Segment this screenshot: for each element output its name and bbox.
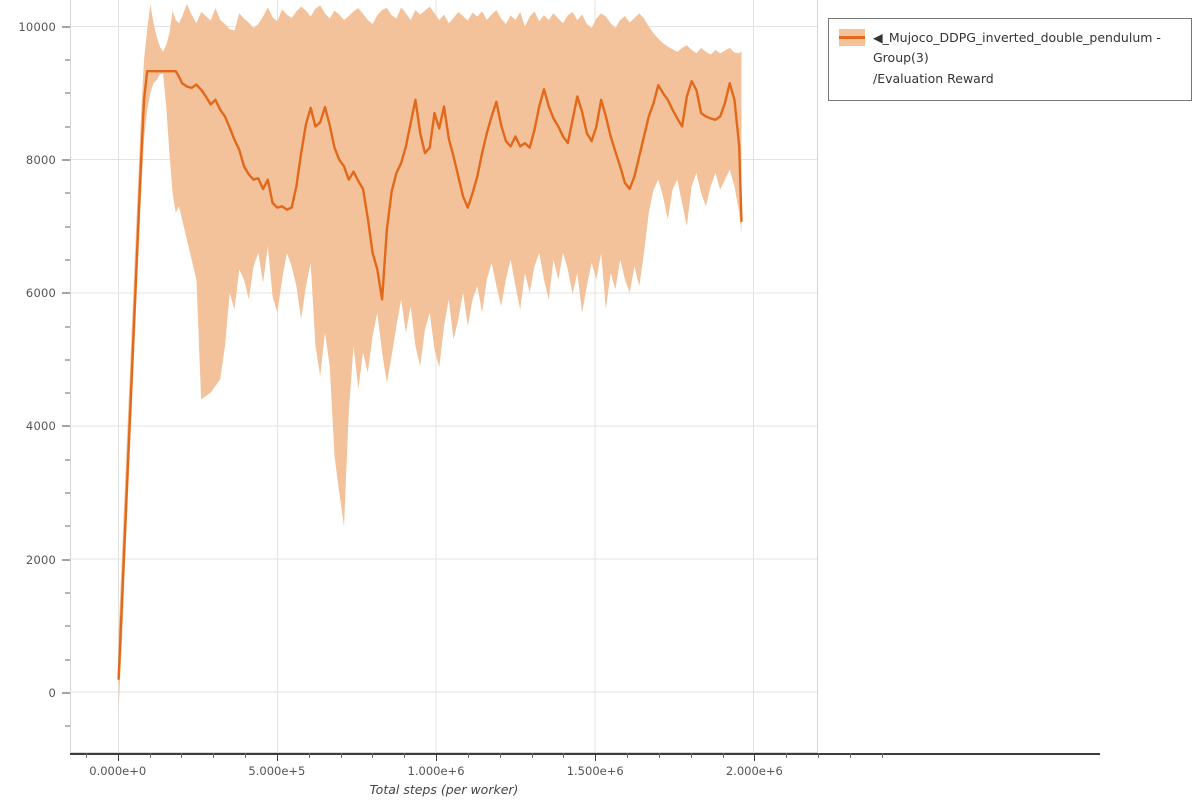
x-tick-mark-minor (467, 753, 469, 758)
x-tick-mark (436, 753, 438, 761)
plot-area (70, 0, 818, 753)
x-axis: 0.000e+0 5.000e+5 1.000e+6 1.500e+6 2.000e+6 (70, 753, 1100, 799)
y-tick-mark-minor (65, 592, 70, 594)
y-tick-mark-minor (65, 625, 70, 627)
y-tick-mark (62, 559, 70, 561)
x-tick-mark-minor (372, 753, 374, 758)
legend-label: ◀_Mujoco_DDPG_inverted_double_pendulum -… (873, 28, 1181, 89)
x-tick-mark (117, 753, 119, 761)
x-tick-mark-minor (499, 753, 501, 758)
x-tick-mark-minor (308, 753, 310, 758)
x-tick-mark-minor (690, 753, 692, 758)
y-tick-label: 4000 (25, 419, 56, 434)
legend-label-line1: ◀_Mujoco_DDPG_inverted_double_pendulum -… (873, 30, 1161, 66)
y-tick-label: 8000 (25, 152, 56, 167)
y-tick-mark (62, 692, 70, 694)
x-tick-mark-minor (627, 753, 629, 758)
y-tick-mark-minor (65, 725, 70, 727)
x-tick-label: 1.000e+6 (407, 764, 465, 778)
x-tick-mark-minor (181, 753, 183, 758)
x-tick-mark (276, 753, 278, 761)
y-tick-mark (62, 159, 70, 161)
y-tick-mark (62, 292, 70, 294)
y-tick-label: 0 (48, 686, 56, 701)
y-tick-mark-minor (65, 192, 70, 194)
confidence-band (118, 3, 742, 709)
x-tick-mark-minor (658, 753, 660, 758)
legend-label-line2: /Evaluation Reward (873, 70, 994, 86)
x-tick-mark-minor (149, 753, 151, 758)
x-tick-label: 1.500e+6 (566, 764, 624, 778)
x-tick-mark-minor (786, 753, 788, 758)
x-tick-label: 5.000e+5 (248, 764, 306, 778)
x-tick-mark-minor (563, 753, 565, 758)
y-tick-mark (62, 425, 70, 427)
y-tick-mark-minor (65, 525, 70, 527)
x-tick-mark (595, 753, 597, 761)
y-tick-label: 10000 (18, 19, 56, 34)
x-tick-mark-minor (85, 753, 87, 758)
y-tick-mark-minor (65, 226, 70, 228)
y-tick-mark-minor (65, 459, 70, 461)
y-tick-mark-minor (65, 326, 70, 328)
x-tick-mark-minor (404, 753, 406, 758)
y-tick-mark-minor (65, 392, 70, 394)
y-tick-mark-minor (65, 359, 70, 361)
y-tick-mark-minor (65, 492, 70, 494)
x-axis-title: Total steps (per worker) (369, 782, 519, 797)
x-tick-mark-minor (213, 753, 215, 758)
plot-svg (71, 0, 817, 752)
y-tick-mark-minor (65, 126, 70, 128)
legend-swatch-icon (839, 29, 865, 46)
y-tick-mark-minor (65, 259, 70, 261)
x-tick-label: 0.000e+0 (89, 764, 147, 778)
y-tick-mark-minor (65, 659, 70, 661)
x-tick-mark-minor (849, 753, 851, 758)
legend-item[interactable]: ◀_Mujoco_DDPG_inverted_double_pendulum -… (839, 28, 1181, 89)
legend-line-swatch (839, 36, 865, 39)
y-tick-mark-minor (65, 59, 70, 61)
y-axis: 0 2000 4000 6000 8000 10000 (0, 0, 70, 760)
y-tick-label: 2000 (25, 552, 56, 567)
x-axis-line (70, 753, 1100, 755)
x-tick-label: 2.000e+6 (725, 764, 783, 778)
x-tick-mark-minor (881, 753, 883, 758)
y-tick-mark (62, 26, 70, 28)
y-tick-label: 6000 (25, 286, 56, 301)
x-tick-mark-minor (531, 753, 533, 758)
x-tick-mark (754, 753, 756, 761)
x-tick-mark-minor (340, 753, 342, 758)
series-line (117, 70, 743, 680)
x-tick-mark-minor (722, 753, 724, 758)
legend[interactable]: ◀_Mujoco_DDPG_inverted_double_pendulum -… (828, 18, 1192, 101)
x-tick-mark-minor (245, 753, 247, 758)
x-tick-mark-minor (818, 753, 819, 758)
y-tick-mark-minor (65, 92, 70, 94)
